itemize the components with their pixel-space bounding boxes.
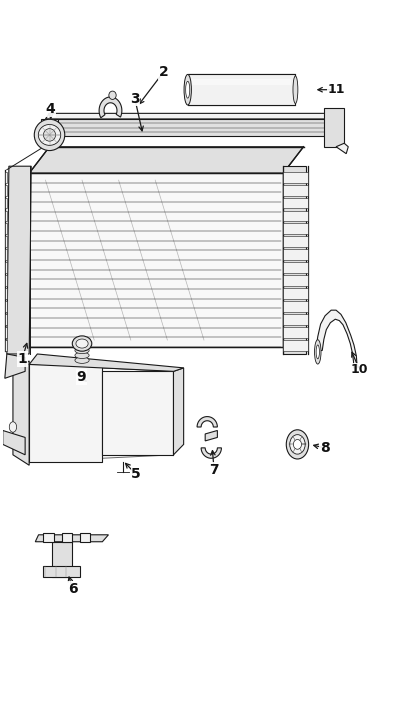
Ellipse shape xyxy=(184,74,191,105)
Polygon shape xyxy=(5,340,7,350)
Polygon shape xyxy=(5,184,7,196)
Text: 5: 5 xyxy=(131,468,141,482)
Polygon shape xyxy=(5,301,7,312)
Polygon shape xyxy=(5,262,7,273)
Polygon shape xyxy=(5,314,7,325)
Ellipse shape xyxy=(314,340,321,364)
Polygon shape xyxy=(192,79,291,85)
Polygon shape xyxy=(283,275,308,286)
Ellipse shape xyxy=(75,357,89,363)
Polygon shape xyxy=(7,166,31,354)
Text: 9: 9 xyxy=(76,370,86,384)
Polygon shape xyxy=(283,340,308,350)
Ellipse shape xyxy=(109,91,116,100)
Polygon shape xyxy=(5,236,7,247)
Ellipse shape xyxy=(293,76,298,104)
Polygon shape xyxy=(197,416,218,427)
Polygon shape xyxy=(316,310,357,368)
Polygon shape xyxy=(201,448,221,458)
Text: 11: 11 xyxy=(327,83,345,96)
Polygon shape xyxy=(283,166,306,354)
Polygon shape xyxy=(283,172,308,182)
Polygon shape xyxy=(336,143,348,154)
Polygon shape xyxy=(324,109,344,147)
Polygon shape xyxy=(5,354,25,379)
Polygon shape xyxy=(45,114,340,119)
Text: 10: 10 xyxy=(351,364,368,376)
Polygon shape xyxy=(5,224,7,234)
Ellipse shape xyxy=(34,119,65,151)
Polygon shape xyxy=(99,97,122,118)
Polygon shape xyxy=(80,533,90,542)
Polygon shape xyxy=(5,275,7,286)
Ellipse shape xyxy=(38,125,61,145)
Ellipse shape xyxy=(76,339,88,348)
Polygon shape xyxy=(62,533,72,542)
Ellipse shape xyxy=(293,440,302,449)
Ellipse shape xyxy=(290,435,305,454)
Polygon shape xyxy=(173,368,184,455)
Polygon shape xyxy=(5,288,7,299)
Polygon shape xyxy=(41,119,58,136)
Polygon shape xyxy=(283,327,308,338)
Polygon shape xyxy=(43,566,80,576)
Polygon shape xyxy=(102,372,173,455)
Polygon shape xyxy=(283,184,308,196)
Polygon shape xyxy=(205,430,218,441)
Polygon shape xyxy=(283,301,308,312)
Polygon shape xyxy=(3,430,25,455)
Polygon shape xyxy=(283,210,308,222)
Text: 6: 6 xyxy=(68,582,77,596)
Text: 7: 7 xyxy=(209,463,219,477)
Ellipse shape xyxy=(72,336,92,351)
Polygon shape xyxy=(283,288,308,299)
Text: 1: 1 xyxy=(17,352,27,366)
Polygon shape xyxy=(283,224,308,234)
Polygon shape xyxy=(283,236,308,247)
Text: 4: 4 xyxy=(46,102,56,116)
Polygon shape xyxy=(29,173,283,347)
Polygon shape xyxy=(283,262,308,273)
Polygon shape xyxy=(43,533,54,542)
Polygon shape xyxy=(29,147,304,173)
Polygon shape xyxy=(29,365,102,462)
Polygon shape xyxy=(283,250,308,260)
Ellipse shape xyxy=(43,129,56,141)
Polygon shape xyxy=(29,354,184,372)
Polygon shape xyxy=(188,74,295,105)
Polygon shape xyxy=(13,361,29,465)
Ellipse shape xyxy=(9,422,16,433)
Polygon shape xyxy=(5,172,7,182)
Ellipse shape xyxy=(75,348,89,353)
Polygon shape xyxy=(5,198,7,208)
Polygon shape xyxy=(283,198,308,208)
Text: 2: 2 xyxy=(159,65,168,79)
Ellipse shape xyxy=(75,352,89,358)
Polygon shape xyxy=(5,327,7,338)
Polygon shape xyxy=(52,542,72,576)
Polygon shape xyxy=(5,250,7,260)
Polygon shape xyxy=(45,119,336,136)
Polygon shape xyxy=(35,535,108,542)
Ellipse shape xyxy=(186,81,190,98)
Text: 3: 3 xyxy=(130,92,140,106)
Polygon shape xyxy=(283,314,308,325)
Polygon shape xyxy=(5,210,7,222)
Ellipse shape xyxy=(286,430,309,459)
Text: 8: 8 xyxy=(320,441,330,455)
Ellipse shape xyxy=(316,345,319,359)
